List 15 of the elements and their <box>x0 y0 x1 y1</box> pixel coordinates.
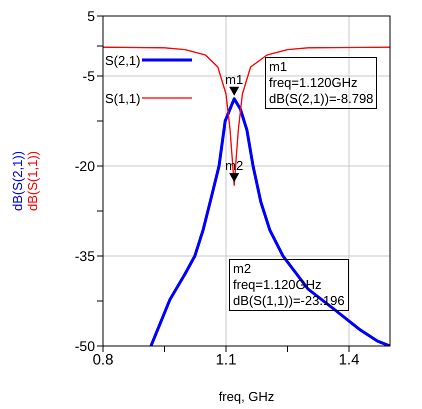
y-tick-label: 5 <box>87 8 96 24</box>
y-tick-label: -20 <box>74 158 96 174</box>
y-tick-label: -5 <box>82 68 96 84</box>
annotation: m1 freq=1.120GHz dB(S(2,1))=-8.798 <box>265 57 378 109</box>
x-tick-label: 0.8 <box>92 352 114 369</box>
line-series <box>103 46 390 186</box>
y-tick-label: -35 <box>74 248 96 264</box>
legend-label: S(1,1) <box>105 90 140 106</box>
x-tick-label: 1.1 <box>216 352 236 369</box>
x-tick-label: 1.4 <box>338 352 360 369</box>
annotation: m1 <box>225 72 244 87</box>
y-axis-title: dB(S(2,1)) dB(S(1,1)) <box>10 151 40 211</box>
legend-label: S(2,1) <box>105 52 140 68</box>
x-axis-title: freq, GHz <box>218 389 274 404</box>
y-tick-label: -50 <box>74 338 96 354</box>
